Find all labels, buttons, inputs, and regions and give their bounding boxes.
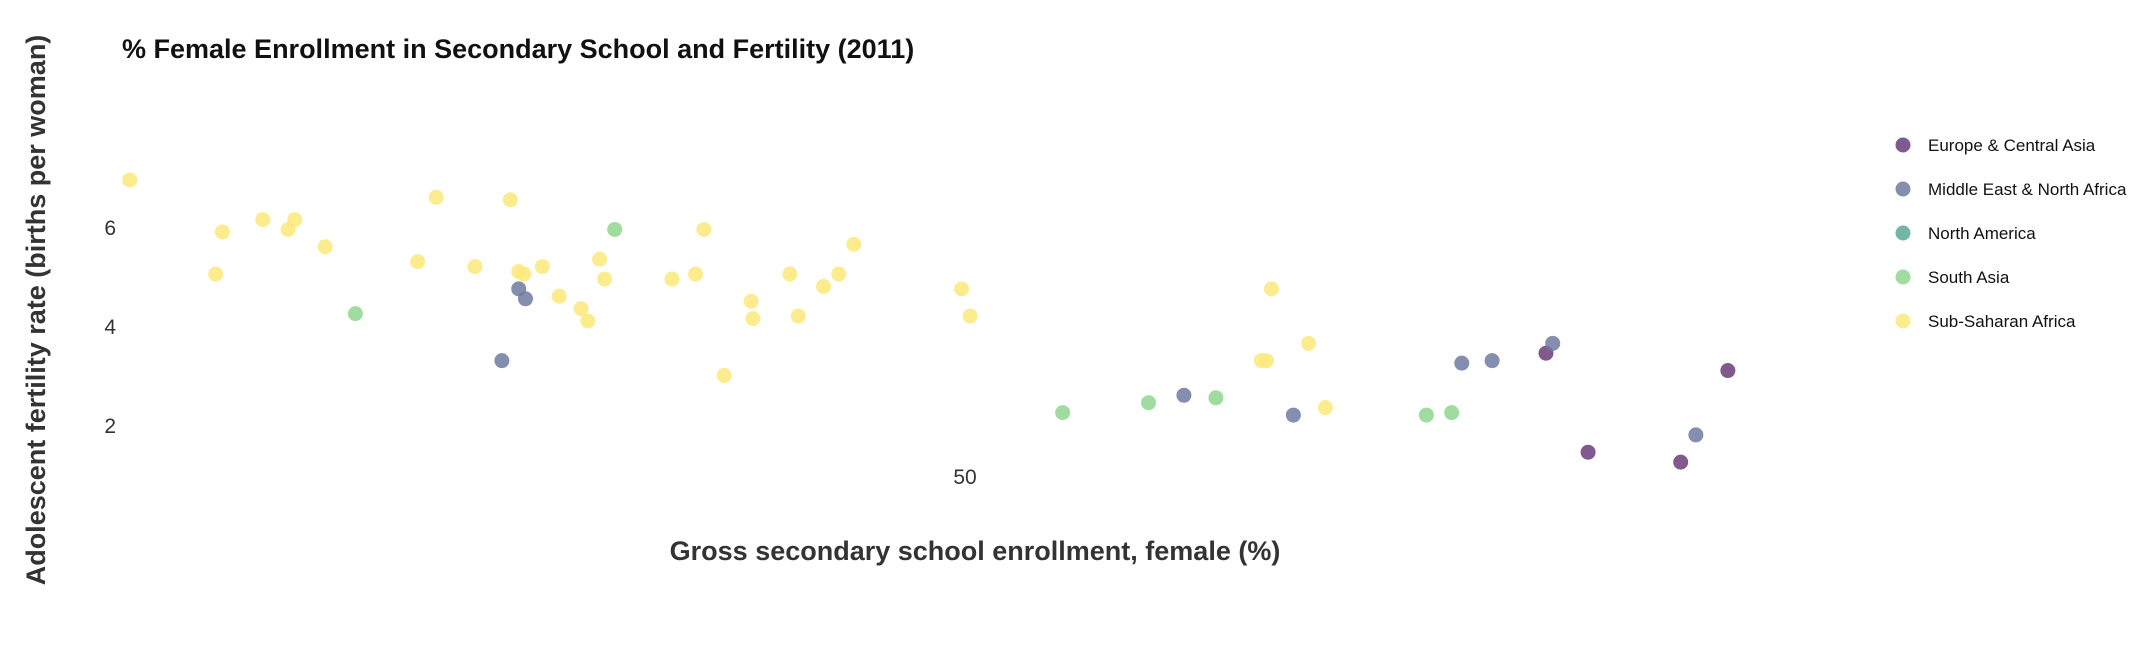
data-point[interactable] [410,254,426,270]
legend-swatch [1895,313,1911,329]
data-point[interactable] [1258,353,1274,369]
data-point[interactable] [347,306,363,322]
data-point[interactable] [1141,395,1157,411]
legend-label: Sub-Saharan Africa [1928,312,2076,331]
data-point[interactable] [607,221,623,237]
data-point[interactable] [494,353,510,369]
data-point[interactable] [517,291,533,307]
data-point[interactable] [1545,335,1561,351]
data-point[interactable] [534,259,550,275]
data-point[interactable] [1673,454,1689,470]
data-point[interactable] [597,271,613,287]
data-point[interactable] [1444,405,1460,421]
data-point[interactable] [467,259,483,275]
x-tick-label: 50 [953,466,976,489]
data-point[interactable] [502,192,518,208]
data-point[interactable] [208,266,224,282]
y-tick-label: 4 [104,316,116,339]
data-point[interactable] [1484,353,1500,369]
data-point[interactable] [1317,400,1333,416]
data-point[interactable] [1418,407,1434,423]
data-point[interactable] [573,301,589,317]
data-point[interactable] [580,313,596,329]
y-axis-ticks: 2 4 6 [104,217,116,438]
legend-label: Middle East & North Africa [1928,180,2127,199]
data-point[interactable] [428,189,444,205]
legend-label: Europe & Central Asia [1928,136,2096,155]
data-point[interactable] [255,212,271,228]
data-point[interactable] [1208,390,1224,406]
x-axis-label: Gross secondary school enrollment, femal… [670,536,1281,566]
data-point[interactable] [954,281,970,297]
data-point[interactable] [551,288,567,304]
legend-swatch [1895,269,1911,285]
data-point[interactable] [782,266,798,282]
y-axis-label: Adolescent fertility rate (births per wo… [21,35,51,586]
data-point[interactable] [1285,407,1301,423]
chart-title: % Female Enrollment in Secondary School … [122,34,914,64]
data-point[interactable] [1176,387,1192,403]
data-point[interactable] [664,271,680,287]
data-point[interactable] [831,266,847,282]
legend-swatch [1895,181,1911,197]
legend: Europe & Central Asia Middle East & North… [1895,136,2127,331]
data-point[interactable] [1263,281,1279,297]
data-point[interactable] [592,251,608,267]
legend-label: North America [1928,224,2036,243]
data-point[interactable] [962,308,978,324]
data-point[interactable] [1580,444,1596,460]
data-point[interactable] [743,293,759,309]
legend-swatch [1895,225,1911,241]
data-point[interactable] [1055,405,1071,421]
data-point[interactable] [1301,335,1317,351]
data-point[interactable] [790,308,806,324]
y-tick-label: 6 [104,217,116,240]
y-tick-label: 2 [104,415,116,438]
data-point[interactable] [1720,363,1736,379]
data-point[interactable] [122,172,138,188]
data-point[interactable] [696,221,712,237]
data-point[interactable] [745,311,761,327]
data-point[interactable] [716,368,732,383]
data-points [122,172,1736,470]
legend-label: South Asia [1928,268,2010,287]
data-point[interactable] [214,224,230,240]
data-point[interactable] [688,266,704,282]
data-point[interactable] [287,212,303,228]
y-axis-label-group: Adolescent fertility rate (births per wo… [21,35,51,586]
data-point[interactable] [846,236,862,252]
data-point[interactable] [816,278,832,294]
data-point[interactable] [317,239,333,255]
data-point[interactable] [1454,355,1470,371]
data-point[interactable] [516,266,532,282]
legend-swatch [1895,137,1911,153]
x-axis-ticks: 50 [953,466,976,489]
data-point[interactable] [1688,427,1704,443]
